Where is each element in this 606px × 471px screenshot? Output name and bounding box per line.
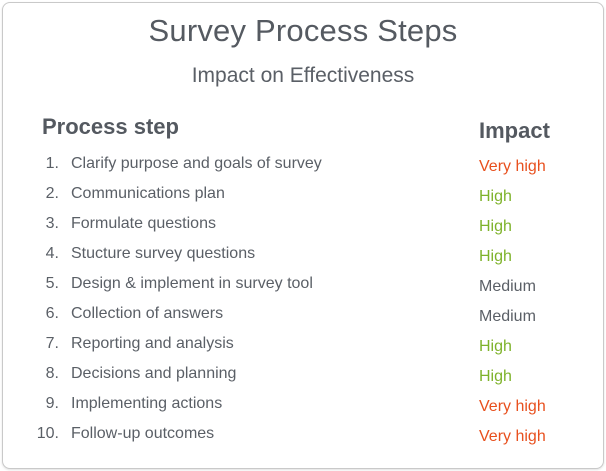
- list-item: 10. Follow-up outcomes Very high: [3, 425, 603, 455]
- list-item: 8. Decisions and planning High: [3, 365, 603, 395]
- list-item: 5. Design & implement in survey tool Med…: [3, 275, 603, 305]
- list-item: 2. Communications plan High: [3, 185, 603, 215]
- step-label: Follow-up outcomes: [71, 425, 215, 442]
- process-steps-list: 1. Clarify purpose and goals of survey V…: [3, 155, 603, 455]
- process-step-column-header: Process step: [42, 114, 179, 139]
- page-subtitle: Impact on Effectiveness: [191, 64, 415, 87]
- step-number: 9.: [45, 395, 59, 412]
- list-item: 6. Collection of answers Medium: [3, 305, 603, 335]
- page-title: Survey Process Steps: [148, 13, 458, 48]
- impact-value: Very high: [479, 428, 546, 445]
- step-label: Reporting and analysis: [71, 335, 234, 352]
- list-item: 1. Clarify purpose and goals of survey V…: [3, 155, 603, 185]
- list-item: 3. Formulate questions High: [3, 215, 603, 245]
- step-number: 2.: [45, 185, 59, 202]
- impact-value: High: [479, 218, 512, 235]
- step-label: Collection of answers: [71, 305, 224, 322]
- list-item: 7. Reporting and analysis High: [3, 335, 603, 365]
- impact-value: High: [479, 248, 512, 265]
- step-number: 10.: [36, 425, 59, 442]
- step-label: Communications plan: [71, 185, 225, 202]
- step-number: 6.: [45, 305, 59, 322]
- impact-value: Very high: [479, 398, 546, 415]
- step-number: 7.: [45, 335, 59, 352]
- step-number: 3.: [45, 215, 59, 232]
- step-label: Stucture survey questions: [71, 245, 256, 262]
- impact-value: Medium: [479, 308, 536, 325]
- impact-value: Medium: [479, 278, 536, 295]
- step-number: 8.: [45, 365, 59, 382]
- step-label: Formulate questions: [71, 215, 216, 232]
- step-label: Decisions and planning: [71, 365, 237, 382]
- step-number: 5.: [45, 275, 59, 292]
- impact-value: High: [479, 368, 512, 385]
- list-item: 9. Implementing actions Very high: [3, 395, 603, 425]
- step-label: Implementing actions: [71, 395, 223, 412]
- step-label: Clarify purpose and goals of survey: [71, 155, 322, 172]
- impact-value: Very high: [479, 158, 546, 175]
- step-label: Design & implement in survey tool: [71, 275, 313, 292]
- impact-value: High: [479, 338, 512, 355]
- list-item: 4. Stucture survey questions High: [3, 245, 603, 275]
- step-number: 1.: [45, 155, 59, 172]
- impact-column-header: Impact: [479, 118, 550, 143]
- impact-value: High: [479, 188, 512, 205]
- step-number: 4.: [45, 245, 59, 262]
